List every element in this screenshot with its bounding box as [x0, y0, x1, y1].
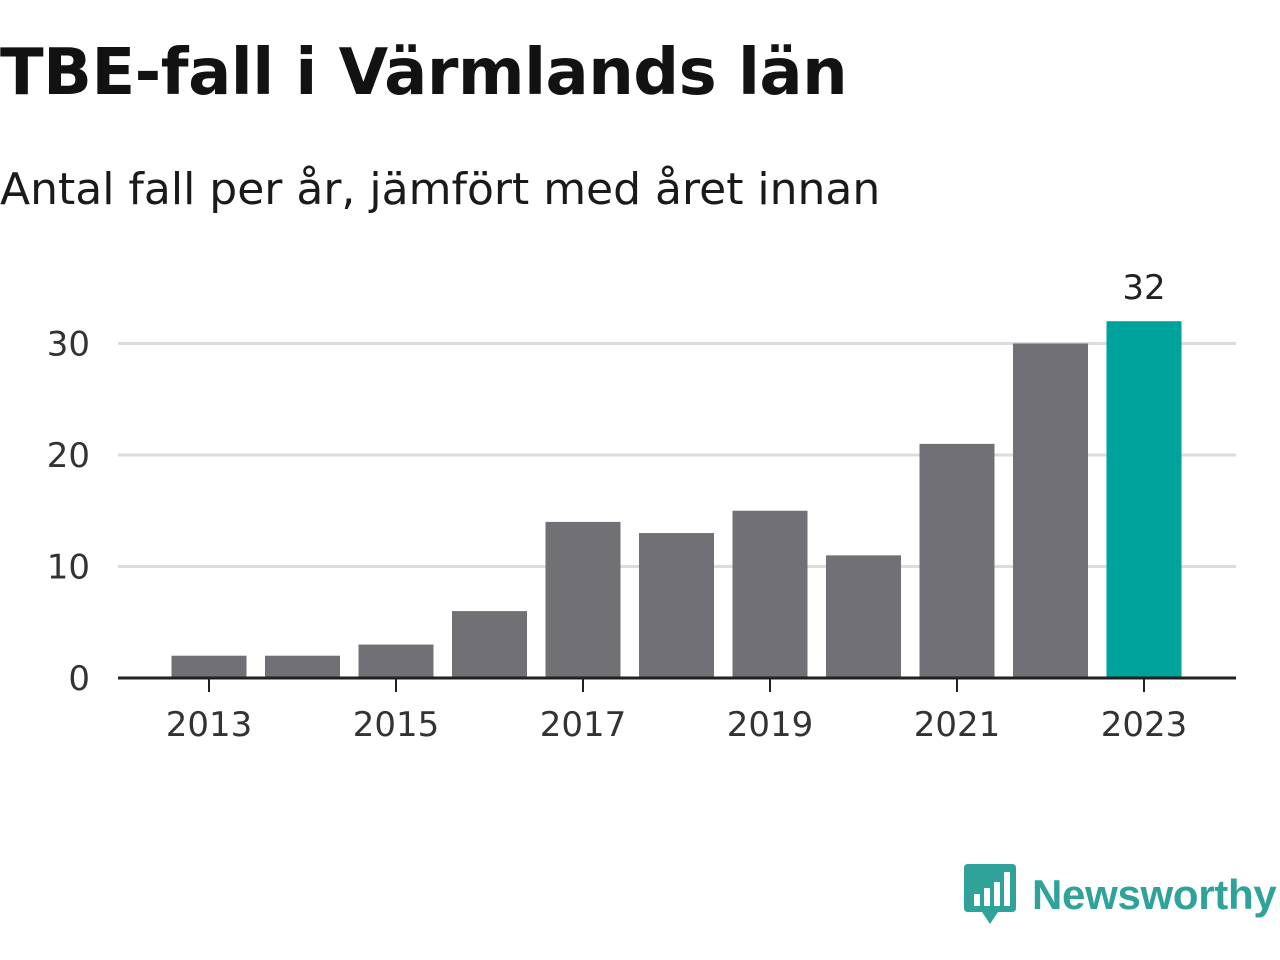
bar-2020 — [826, 555, 901, 678]
x-tick-label-2017: 2017 — [540, 705, 627, 745]
bar-2019 — [732, 510, 808, 678]
x-tick-label-2023: 2023 — [1101, 705, 1188, 745]
y-tick-label-10: 10 — [47, 548, 90, 588]
y-tick-label-20: 20 — [47, 436, 90, 476]
bar-2013 — [171, 655, 247, 678]
bar-chart-speech-bubble-icon — [964, 864, 1016, 924]
x-tick-label-2019: 2019 — [727, 705, 814, 745]
bar-2015 — [358, 644, 434, 678]
x-tick-label-2013: 2013 — [166, 705, 253, 745]
brand-name: Newsworthy — [1032, 871, 1277, 918]
y-tick-label-30: 30 — [47, 325, 90, 365]
y-tick-label-0: 0 — [68, 659, 90, 699]
data-label-2023: 32 — [1122, 268, 1165, 308]
x-tick-label-2015: 2015 — [353, 705, 440, 745]
chart-title: TBE-fall i Värmlands län — [0, 36, 848, 110]
bar-2017 — [545, 521, 621, 678]
bar-2023 — [1106, 321, 1182, 678]
bar-2014 — [265, 655, 340, 678]
brand-logo: Newsworthy — [964, 864, 1277, 926]
bar-2018 — [639, 533, 714, 678]
chart-subtitle: Antal fall per år, jämfört med året inna… — [0, 164, 881, 215]
bar-2022 — [1013, 343, 1088, 678]
bar-2021 — [919, 443, 995, 678]
bar-2016 — [452, 611, 527, 678]
x-tick-label-2021: 2021 — [914, 705, 1001, 745]
